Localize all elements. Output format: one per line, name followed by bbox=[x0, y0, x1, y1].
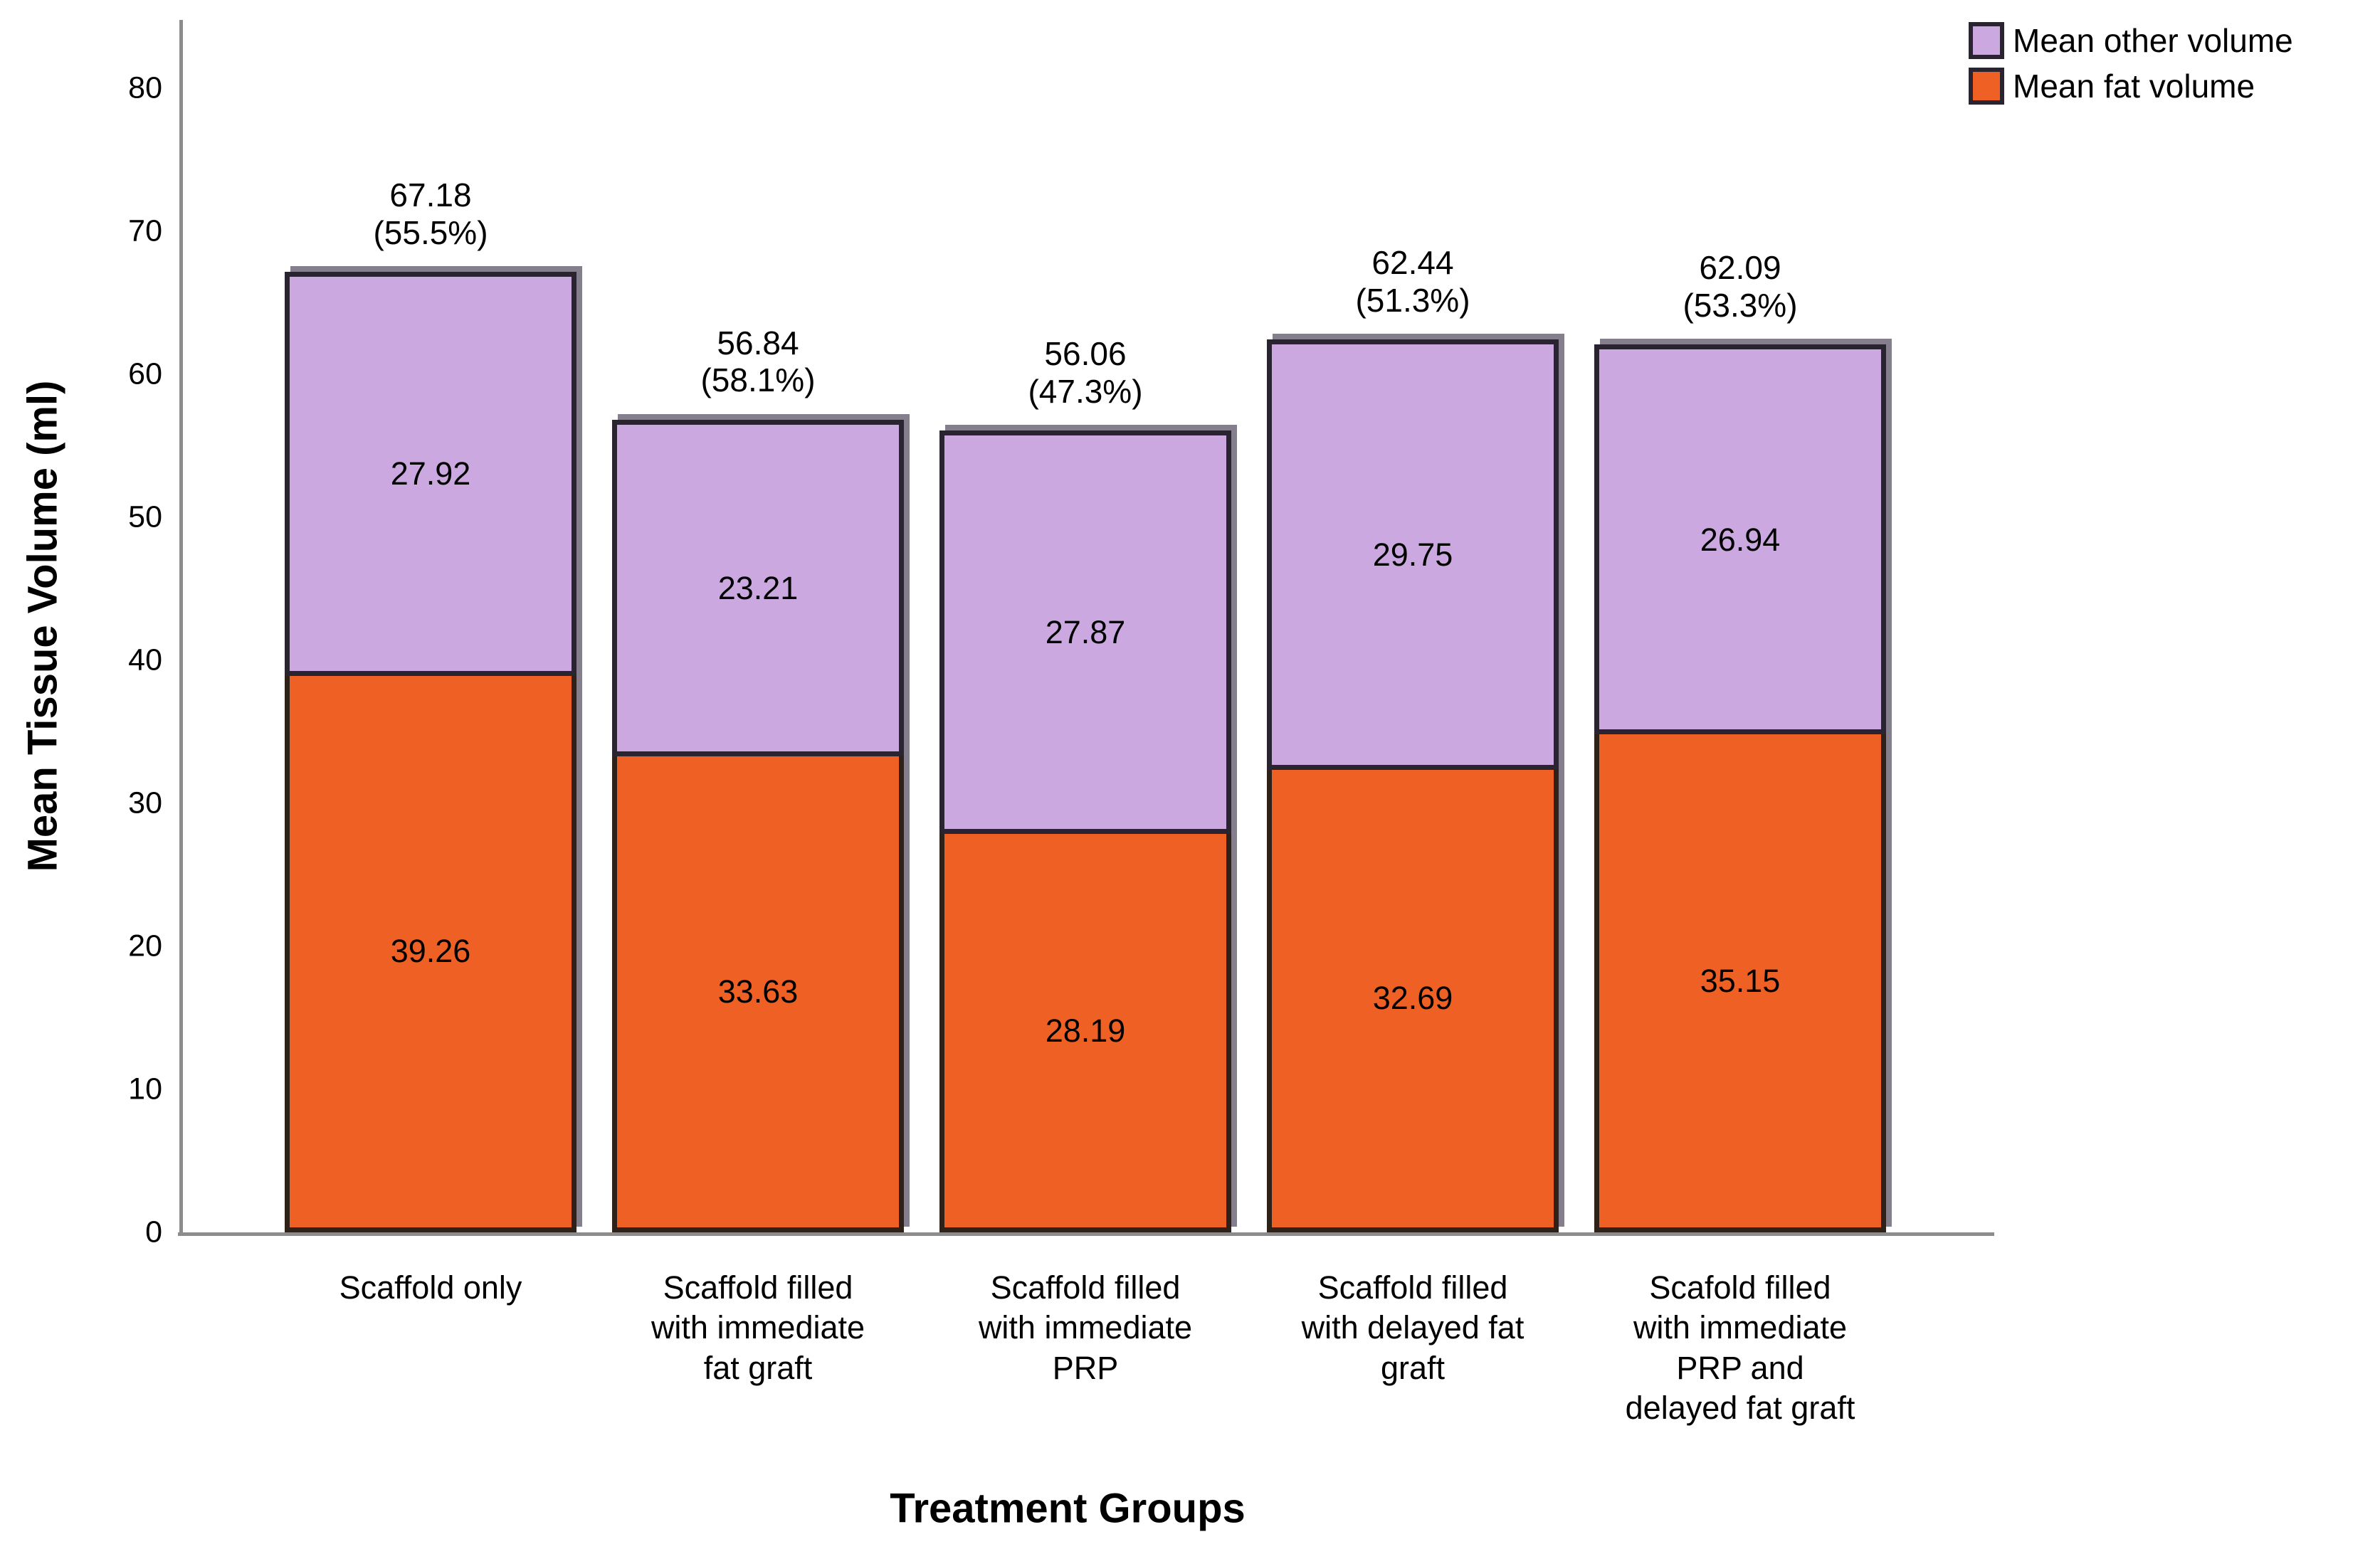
other-value-label-2: 23.21 bbox=[717, 569, 799, 606]
legend-swatch-2 bbox=[1969, 68, 2004, 105]
category-label-line: delayed fat graft bbox=[1625, 1389, 1855, 1426]
category-label-line: Scafold filled bbox=[1649, 1269, 1831, 1306]
fat-value-label-3: 28.19 bbox=[1045, 1012, 1126, 1049]
category-label-line: PRP bbox=[1052, 1349, 1119, 1386]
y-tick-label-40: 40 bbox=[128, 643, 162, 677]
other-value-label-3: 27.87 bbox=[1045, 614, 1126, 651]
category-label-line: Scaffold only bbox=[339, 1269, 522, 1306]
fat-value-label-5: 35.15 bbox=[1700, 962, 1781, 999]
total-percent: (58.1%) bbox=[700, 361, 816, 399]
x-axis-title: Treatment Groups bbox=[890, 1485, 1246, 1532]
category-label-line: Scaffold filled bbox=[663, 1269, 853, 1306]
category-label-line: with immediate bbox=[651, 1309, 865, 1346]
category-label-line: Scaffold filled bbox=[990, 1269, 1181, 1306]
y-axis-line bbox=[179, 20, 183, 1236]
y-tick-label-20: 20 bbox=[128, 929, 162, 963]
y-tick-label-80: 80 bbox=[128, 70, 162, 105]
category-label-1: Scaffold only bbox=[260, 1268, 601, 1308]
bar-segment-other-5 bbox=[1594, 344, 1886, 735]
legend-row-2: Mean fat volume bbox=[1969, 67, 2293, 105]
fat-value-label-4: 32.69 bbox=[1372, 980, 1453, 1017]
bar-segment-fat-4 bbox=[1267, 764, 1559, 1232]
category-label-line: fat graft bbox=[703, 1349, 813, 1386]
category-label-line: with immediate bbox=[978, 1309, 1193, 1346]
category-label-line: Scaffold filled bbox=[1317, 1269, 1508, 1306]
category-label-line: with immediate bbox=[1633, 1309, 1848, 1346]
category-label-5: Scafold filled with immediate PRP and delay… bbox=[1569, 1268, 1911, 1428]
x-axis-line bbox=[178, 1232, 1994, 1236]
total-value: 56.06 bbox=[1044, 335, 1127, 373]
total-percent: (53.3%) bbox=[1683, 287, 1798, 324]
legend-swatch-1 bbox=[1969, 22, 2004, 59]
y-tick-label-0: 0 bbox=[145, 1215, 162, 1249]
total-label-3: 56.06 (47.3%) bbox=[1028, 335, 1142, 411]
total-value: 67.18 bbox=[389, 176, 472, 213]
other-value-label-1: 27.92 bbox=[390, 455, 471, 492]
y-tick-label-30: 30 bbox=[128, 786, 162, 820]
category-label-3: Scaffold filled with immediate PRP bbox=[915, 1268, 1256, 1388]
legend-row-1: Mean other volume bbox=[1969, 21, 2293, 60]
bar-segment-fat-5 bbox=[1594, 729, 1886, 1232]
other-value-label-5: 26.94 bbox=[1700, 521, 1781, 558]
y-tick-label-70: 70 bbox=[128, 213, 162, 248]
bar-segment-other-2 bbox=[612, 419, 904, 757]
total-label-4: 62.44 (51.3%) bbox=[1355, 244, 1470, 319]
legend-label-2: Mean fat volume bbox=[2013, 68, 2255, 105]
total-label-2: 56.84 (58.1%) bbox=[700, 324, 815, 400]
total-percent: (55.5%) bbox=[373, 213, 488, 251]
total-label-1: 67.18 (55.5%) bbox=[373, 176, 488, 252]
total-value: 56.84 bbox=[717, 324, 799, 361]
y-tick-label-60: 60 bbox=[128, 356, 162, 391]
legend-label-1: Mean other volume bbox=[2013, 22, 2293, 59]
total-value: 62.44 bbox=[1371, 244, 1454, 282]
legend: Mean other volume Mean fat volume bbox=[1969, 21, 2293, 112]
bar-segment-other-3 bbox=[939, 430, 1231, 835]
total-value: 62.09 bbox=[1699, 249, 1781, 287]
bar-segment-other-1 bbox=[285, 271, 576, 676]
fat-value-label-2: 33.63 bbox=[717, 973, 799, 1010]
category-label-line: graft bbox=[1380, 1349, 1446, 1386]
total-label-5: 62.09 (53.3%) bbox=[1683, 249, 1797, 324]
total-percent: (47.3%) bbox=[1028, 373, 1143, 411]
category-label-line: with delayed fat bbox=[1301, 1309, 1525, 1346]
category-label-line: PRP and bbox=[1676, 1349, 1804, 1386]
fat-value-label-1: 39.26 bbox=[390, 933, 471, 970]
category-label-4: Scaffold filled with delayed fat graft bbox=[1242, 1268, 1584, 1388]
total-percent: (51.3%) bbox=[1355, 282, 1470, 319]
category-label-2: Scaffold filled with immediate fat graft bbox=[587, 1268, 929, 1388]
y-tick-label-10: 10 bbox=[128, 1072, 162, 1106]
bar-segment-other-4 bbox=[1267, 339, 1559, 770]
other-value-label-4: 29.75 bbox=[1372, 536, 1453, 573]
y-tick-label-50: 50 bbox=[128, 499, 162, 534]
